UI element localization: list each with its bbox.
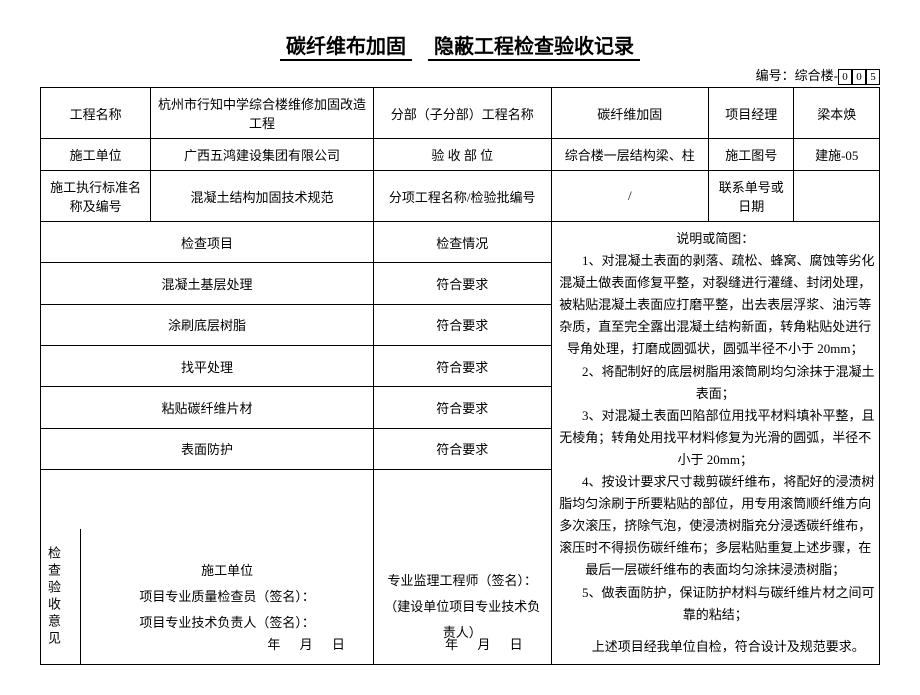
title-part1: 碳纤维布加固 xyxy=(280,36,412,61)
desc-p5: 5、做表面防护，保证防护材料与碳纤维片材之间可靠的粘结； xyxy=(556,582,875,626)
desc-p1: 1、对混凝土表面的剥落、疏松、蜂窝、腐蚀等劣化混凝土做表面修复平整，对裂缝进行灌… xyxy=(556,250,875,360)
value-contractor: 广西五鸿建设集团有限公司 xyxy=(151,139,374,171)
check-item-1: 涂刷底层树脂 xyxy=(41,304,374,345)
doc-no-prefix: 编号：综合楼- xyxy=(756,68,838,83)
value-standard: 混凝土结构加固技术规范 xyxy=(151,171,374,222)
header-row-1: 工程名称 杭州市行知中学综合楼维修加固改造工程 分部（子分部）工程名称 碳纤维加… xyxy=(41,88,880,139)
desc-p3: 3、对混凝土表面凹陷部位用找平材料填补平整，且无棱角；转角处用找平材料修复为光滑… xyxy=(556,405,875,471)
value-pm: 梁本焕 xyxy=(794,88,880,139)
label-pm: 项目经理 xyxy=(709,88,794,139)
doc-number: 编号：综合楼-005 xyxy=(40,65,880,85)
desc-p2: 2、将配制好的底层树脂用滚筒刷均匀涂抹于混凝土表面； xyxy=(556,361,875,405)
check-header-row: 检查项目 检查情况 说明或简图： 1、对混凝土表面的剥落、疏松、蜂窝、腐蚀等劣化… xyxy=(41,222,880,263)
title-part2: 隐蔽工程检查验收记录 xyxy=(428,36,640,61)
value-project-name: 杭州市行知中学综合楼维修加固改造工程 xyxy=(151,88,374,139)
desc-p4: 4、按设计要求尺寸裁剪碳纤维布，将配好的浸渍树脂均匀涂刷于所要粘贴的部位，用专用… xyxy=(556,471,875,581)
doc-no-box-0: 0 xyxy=(838,69,852,85)
sig-right-line1: 专业监理工程师（签名）： xyxy=(378,568,547,594)
check-result-2: 符合要求 xyxy=(373,345,551,386)
desc-heading: 说明或简图： xyxy=(556,228,875,250)
label-accept-part: 验 收 部 位 xyxy=(373,139,551,171)
opinion-label: 检查验收意见 xyxy=(45,546,63,648)
page-title: 碳纤维布加固隐蔽工程检查验收记录 xyxy=(40,30,880,59)
label-standard: 施工执行标准名称及编号 xyxy=(41,171,151,222)
label-project-name: 工程名称 xyxy=(41,88,151,139)
sig-right-date: 年 月 日 xyxy=(445,632,531,658)
check-result-3: 符合要求 xyxy=(373,387,551,428)
check-result-0: 符合要求 xyxy=(373,263,551,304)
value-drawing-no: 建施-05 xyxy=(794,139,880,171)
doc-no-box-2: 5 xyxy=(866,69,880,85)
main-table: 工程名称 杭州市行知中学综合楼维修加固改造工程 分部（子分部）工程名称 碳纤维加… xyxy=(40,87,880,665)
check-item-2: 找平处理 xyxy=(41,345,374,386)
doc-no-box-1: 0 xyxy=(852,69,866,85)
signature-right: 专业监理工程师（签名）： （建设单位项目专业技术负责人） 年 月 日 xyxy=(373,529,551,664)
opinion-label-cell: 检查验收意见 xyxy=(41,529,81,664)
label-section-name: 分部（子分部）工程名称 xyxy=(373,88,551,139)
check-item-0: 混凝土基层处理 xyxy=(41,263,374,304)
value-contact-no xyxy=(794,171,880,222)
check-col1-header: 检查项目 xyxy=(41,222,374,263)
sig-left-line1: 项目专业质量检查员（签名）： xyxy=(85,584,368,610)
label-contact-no: 联系单号或日期 xyxy=(709,171,794,222)
value-section-name: 碳纤维加固 xyxy=(551,88,708,139)
description-cell: 说明或简图： 1、对混凝土表面的剥落、疏松、蜂窝、腐蚀等劣化混凝土做表面修复平整… xyxy=(551,222,879,665)
header-row-3: 施工执行标准名称及编号 混凝土结构加固技术规范 分项工程名称/检验批编号 / 联… xyxy=(41,171,880,222)
check-result-4: 符合要求 xyxy=(373,428,551,469)
header-row-2: 施工单位 广西五鸿建设集团有限公司 验 收 部 位 综合楼一层结构梁、柱 施工图… xyxy=(41,139,880,171)
check-result-1: 符合要求 xyxy=(373,304,551,345)
signature-left: 施工单位 项目专业质量检查员（签名）： 项目专业技术负责人（签名）： 年 月 日 xyxy=(81,529,373,664)
sig-left-unit: 施工单位 xyxy=(85,558,368,584)
value-accept-part: 综合楼一层结构梁、柱 xyxy=(551,139,708,171)
label-subitem: 分项工程名称/检验批编号 xyxy=(373,171,551,222)
label-drawing-no: 施工图号 xyxy=(709,139,794,171)
value-subitem: / xyxy=(551,171,708,222)
sig-left-date: 年 月 日 xyxy=(267,632,353,658)
check-col2-header: 检查情况 xyxy=(373,222,551,263)
desc-final: 上述项目经我单位自检，符合设计及规范要求。 xyxy=(556,636,875,658)
check-item-3: 粘贴碳纤维片材 xyxy=(41,387,374,428)
check-item-4: 表面防护 xyxy=(41,428,374,469)
label-contractor: 施工单位 xyxy=(41,139,151,171)
